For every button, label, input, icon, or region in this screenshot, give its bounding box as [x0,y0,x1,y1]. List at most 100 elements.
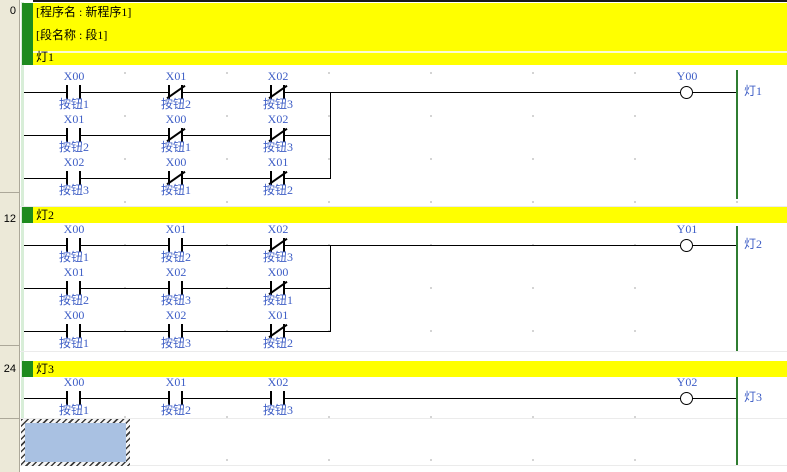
contact-device-label: X00 [63,308,85,322]
contact-bar [79,391,81,405]
contact-gap [68,177,79,180]
margin-separator [0,345,19,346]
contact-bar [168,85,170,99]
contact-bar [181,324,183,338]
right-power-rail [736,226,738,351]
contact-device-label: X00 [63,222,85,236]
contact-bar [181,171,183,185]
coil-comment-label: 灯3 [744,390,763,404]
contact-bar [79,238,81,252]
branch-merge-wire [330,92,331,179]
contact-device-label: X02 [63,155,85,169]
contact-comment-label: 按钮1 [58,403,89,417]
rung-title-label: 灯3 [36,362,55,376]
contact-comment-label: 按钮2 [160,250,191,264]
contact-device-label: X00 [63,375,85,389]
contact-bar [270,171,272,185]
contact-bar [168,171,170,185]
contact-gap [68,330,79,333]
contact-device-label: X02 [267,375,289,389]
contact-device-label: X02 [165,265,187,279]
rung-title-label: 灯1 [36,50,55,64]
header-comment-banner[interactable] [33,3,787,65]
contact-gap [68,244,79,247]
rung-marker-bar [22,361,33,377]
contact-bar [66,281,68,295]
contact-device-label: X00 [63,69,85,83]
contact-device-label: X02 [165,308,187,322]
contact-bar [168,391,170,405]
cell-boundary-line [20,206,787,207]
rung-title-label: 灯2 [36,208,55,222]
cell-boundary-line [20,351,787,352]
contact-bar [181,128,183,142]
contact-comment-label: 按钮1 [262,293,293,307]
contact-bar [168,281,170,295]
output-coil[interactable] [680,86,693,99]
selection-cursor[interactable] [21,419,130,466]
rung-number[interactable]: 24 [3,363,16,375]
rung-marker-bar [22,207,33,223]
right-power-rail [736,70,738,199]
cell-boundary-line [20,465,787,466]
contact-comment-label: 按钮3 [262,140,293,154]
contact-gap [68,91,79,94]
contact-comment-label: 按钮3 [262,97,293,111]
contact-bar [79,171,81,185]
output-coil[interactable] [680,239,693,252]
contact-bar [66,171,68,185]
contact-bar [66,238,68,252]
contact-bar [66,85,68,99]
contact-device-label: X00 [267,265,289,279]
contact-gap [68,397,79,400]
contact-device-label: X00 [165,112,187,126]
ladder-canvas[interactable]: [程序名 : 新程序1] [段名称 : 段1] 灯1 X00 按钮1 X01 按钮2 X… [20,0,787,472]
top-border-line [33,0,787,2]
selection-cursor-fill [25,423,126,462]
rung-marker-bar [22,3,33,65]
contact-bar [283,281,285,295]
contact-device-label: X01 [63,265,85,279]
rung-number[interactable]: 0 [9,5,16,17]
cell-boundary-line [20,418,787,419]
contact-comment-label: 按钮3 [160,336,191,350]
coil-comment-label: 灯1 [744,84,763,98]
contact-bar [79,128,81,142]
contact-bar [66,391,68,405]
rung-number[interactable]: 12 [3,213,16,225]
section-name-label: [段名称 : 段1] [36,28,108,42]
coil-device-label: Y02 [676,375,698,389]
contact-bar [168,324,170,338]
contact-comment-label: 按钮2 [262,336,293,350]
coil-device-label: Y01 [676,222,698,236]
rung-comment-banner[interactable] [33,207,787,223]
rung-wire [24,398,736,399]
rung-comment-banner[interactable] [33,361,787,377]
rung-wire [24,245,736,246]
contact-comment-label: 按钮2 [58,293,89,307]
contact-gap [170,397,181,400]
branch-merge-wire [330,245,331,332]
output-coil[interactable] [680,392,693,405]
contact-comment-label: 按钮1 [58,97,89,111]
contact-comment-label: 按钮3 [160,293,191,307]
contact-bar [270,281,272,295]
contact-comment-label: 按钮2 [160,97,191,111]
contact-gap [68,287,79,290]
contact-bar [283,171,285,185]
contact-bar [168,238,170,252]
coil-device-label: Y00 [676,69,698,83]
contact-device-label: X02 [267,222,289,236]
contact-comment-label: 按钮3 [58,183,89,197]
contact-device-label: X01 [267,155,289,169]
contact-bar [270,238,272,252]
contact-bar [270,85,272,99]
contact-bar [79,85,81,99]
contact-bar [270,324,272,338]
contact-bar [270,128,272,142]
contact-comment-label: 按钮3 [262,250,293,264]
contact-device-label: X01 [63,112,85,126]
contact-device-label: X01 [165,222,187,236]
margin-separator [0,418,19,419]
